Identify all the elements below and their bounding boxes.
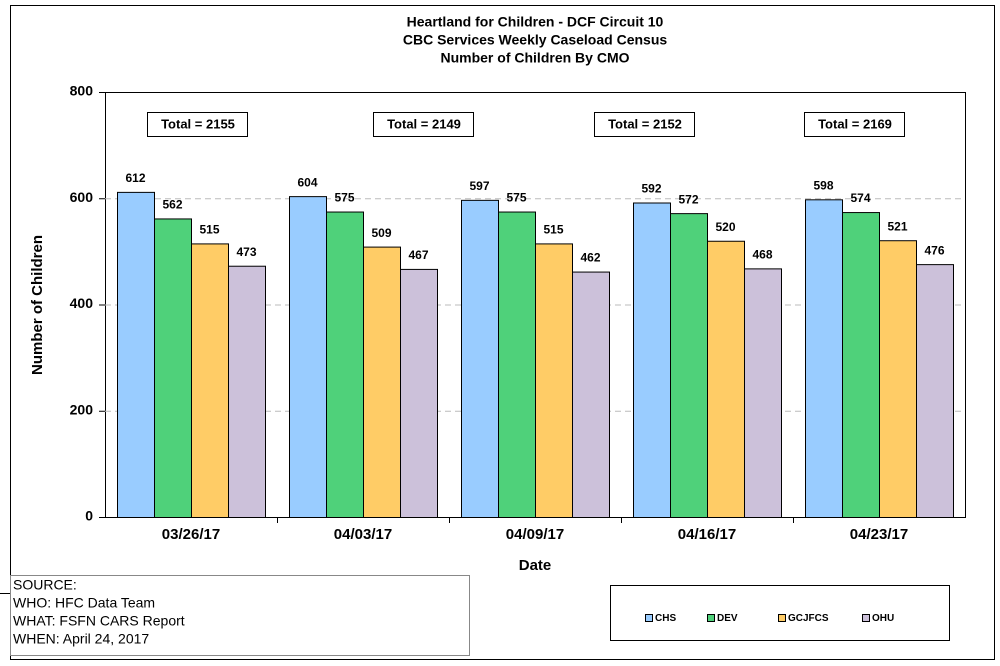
value-label: 597 xyxy=(469,179,489,193)
legend-label: OHU xyxy=(872,613,894,624)
chart-title: Heartland for Children - DCF Circuit 10 xyxy=(407,14,664,30)
bar xyxy=(535,243,573,518)
value-label: 509 xyxy=(371,226,391,240)
bar xyxy=(154,218,192,518)
bar xyxy=(879,240,917,518)
value-label: 574 xyxy=(850,191,870,205)
value-label: 462 xyxy=(580,251,600,265)
value-label: 598 xyxy=(813,178,833,192)
bar xyxy=(461,199,499,518)
legend-swatch xyxy=(645,614,653,622)
bar xyxy=(191,243,229,518)
legend-swatch xyxy=(862,614,870,622)
value-label: 467 xyxy=(408,248,428,262)
value-label: 592 xyxy=(641,182,661,196)
bar xyxy=(633,202,671,518)
chart-subtitle: Number of Children By CMO xyxy=(440,50,629,66)
legend-label: CHS xyxy=(655,613,676,624)
annotation: Total = 2149 xyxy=(387,116,461,131)
annotation: Total = 2152 xyxy=(608,116,682,131)
source-line: WHAT: FSFN CARS Report xyxy=(13,613,185,629)
legend-swatch xyxy=(778,614,786,622)
value-label: 575 xyxy=(506,191,526,205)
chart-subtitle: CBC Services Weekly Caseload Census xyxy=(403,32,668,48)
source-line: SOURCE: xyxy=(13,577,77,593)
legend-box xyxy=(610,585,950,641)
y-tick-label: 600 xyxy=(70,189,94,205)
value-label: 575 xyxy=(334,191,354,205)
value-label: 521 xyxy=(887,219,907,233)
value-label: 468 xyxy=(752,248,772,262)
annotation-box xyxy=(373,112,474,137)
bar xyxy=(289,196,327,518)
bar xyxy=(117,191,155,518)
value-label: 476 xyxy=(924,243,944,257)
bar xyxy=(670,213,708,518)
bar xyxy=(805,199,843,518)
legend-label: DEV xyxy=(717,613,738,624)
annotation: Total = 2155 xyxy=(161,116,235,131)
bar xyxy=(363,246,401,518)
bar xyxy=(744,268,782,518)
source-box xyxy=(10,575,470,656)
y-tick-label: 400 xyxy=(70,295,94,311)
annotation-box xyxy=(147,112,248,137)
bar xyxy=(707,240,745,518)
value-label: 473 xyxy=(236,245,256,259)
annotation: Total = 2169 xyxy=(818,116,892,131)
bar xyxy=(842,212,880,518)
bar xyxy=(228,265,266,518)
x-axis-label: Date xyxy=(519,557,552,574)
y-axis-label: Number of Children xyxy=(29,235,46,375)
x-tick-label: 04/23/17 xyxy=(850,526,908,543)
source-line: WHEN: April 24, 2017 xyxy=(13,631,149,647)
value-label: 572 xyxy=(678,192,698,206)
x-tick-label: 03/26/17 xyxy=(162,526,220,543)
value-label: 520 xyxy=(715,220,735,234)
value-label: 515 xyxy=(543,223,563,237)
x-tick-label: 04/03/17 xyxy=(334,526,392,543)
y-tick-label: 0 xyxy=(85,508,93,524)
bar xyxy=(498,211,536,518)
bar xyxy=(400,268,438,518)
x-tick-label: 04/16/17 xyxy=(678,526,736,543)
legend-label: GCJFCS xyxy=(788,613,829,624)
y-tick-label: 200 xyxy=(70,401,94,417)
y-tick-label: 800 xyxy=(70,83,94,99)
value-label: 515 xyxy=(199,223,219,237)
value-label: 604 xyxy=(297,175,317,189)
x-tick-label: 04/09/17 xyxy=(506,526,564,543)
bar xyxy=(916,264,954,518)
annotation-box xyxy=(594,112,695,137)
value-label: 612 xyxy=(125,171,145,185)
value-label: 562 xyxy=(162,198,182,212)
source-line: WHO: HFC Data Team xyxy=(13,595,155,611)
annotation-box xyxy=(804,112,905,137)
legend-swatch xyxy=(707,614,715,622)
bar xyxy=(572,271,610,518)
bar xyxy=(326,211,364,518)
